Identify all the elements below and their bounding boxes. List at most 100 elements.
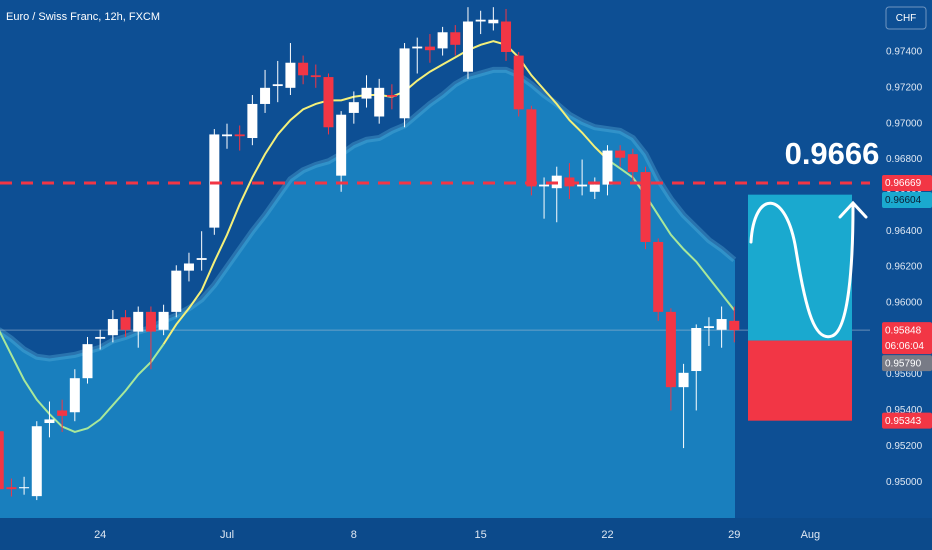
price-badge xyxy=(882,412,932,429)
candle-body xyxy=(602,150,613,185)
candle xyxy=(298,55,309,85)
candle-body xyxy=(348,102,359,113)
candle xyxy=(627,148,638,182)
candle xyxy=(615,145,626,167)
candle-body xyxy=(361,87,372,99)
candle xyxy=(145,306,156,370)
candle-body xyxy=(145,311,156,332)
area-edge xyxy=(0,66,737,362)
candle-body xyxy=(234,134,245,137)
price-badge xyxy=(882,192,932,209)
candle-body xyxy=(95,336,106,339)
candle-body xyxy=(399,48,410,119)
price-badge-label: 0.95343 xyxy=(885,416,922,427)
x-axis-panel xyxy=(0,518,932,550)
candle-body xyxy=(437,32,448,49)
candle xyxy=(285,43,296,95)
candle-body xyxy=(539,184,550,187)
candle xyxy=(19,476,30,495)
candle xyxy=(44,401,55,438)
candle xyxy=(399,43,410,128)
candle xyxy=(272,60,283,103)
candle-body xyxy=(450,32,461,45)
candle xyxy=(691,324,702,411)
candle-body xyxy=(577,184,588,187)
price-badge-label: 0.96669 xyxy=(885,178,922,189)
candle-body xyxy=(703,326,714,329)
candle-body xyxy=(424,46,435,51)
candle-body xyxy=(133,311,144,332)
candle-body xyxy=(107,319,118,336)
candle xyxy=(386,84,397,110)
candle xyxy=(95,329,106,350)
countdown-label: 06:06:04 xyxy=(885,341,924,352)
candle-body xyxy=(247,103,258,139)
y-tick-label: 0.96800 xyxy=(886,154,923,165)
candle xyxy=(196,231,207,271)
candle xyxy=(640,166,651,250)
y-tick-label: 0.95600 xyxy=(886,369,923,380)
candle-body xyxy=(627,154,638,173)
candle-body xyxy=(526,109,537,187)
candle-body xyxy=(272,84,283,87)
candle-body xyxy=(412,46,423,49)
candle-body xyxy=(501,21,512,52)
y-tick-label: 0.95400 xyxy=(886,405,923,416)
candle-body xyxy=(323,77,334,128)
candle xyxy=(0,431,4,490)
candle-body xyxy=(386,94,397,97)
candle xyxy=(374,78,385,124)
candle-body xyxy=(640,172,651,242)
candle xyxy=(437,26,448,56)
candle xyxy=(602,145,613,196)
candle xyxy=(234,125,245,151)
price-badge xyxy=(882,322,932,355)
x-tick-label: Aug xyxy=(801,529,821,541)
price-annotation: 0.9666 xyxy=(785,136,880,171)
candle xyxy=(260,69,271,113)
candle xyxy=(82,336,93,384)
candle-body xyxy=(462,21,473,72)
chart-title: Euro / Swiss Franc, 12h, FXCM xyxy=(6,11,160,23)
currency-button[interactable] xyxy=(885,6,927,30)
y-tick-label: 0.95200 xyxy=(886,441,923,452)
y-tick-label: 0.97200 xyxy=(886,82,923,93)
candle-body xyxy=(513,55,524,110)
price-badge-label: 0.96604 xyxy=(885,195,922,206)
candle-body xyxy=(31,426,42,497)
x-tick-label: 22 xyxy=(601,529,613,541)
candle xyxy=(158,304,169,336)
candle xyxy=(348,91,359,124)
currency-label[interactable]: CHF xyxy=(896,13,917,24)
x-tick-label: Jul xyxy=(220,529,234,541)
moving-average xyxy=(162,40,609,345)
candle xyxy=(412,37,423,74)
y-tick-label: 0.96000 xyxy=(886,298,923,309)
candle xyxy=(589,177,600,199)
candle-body xyxy=(6,487,17,490)
candle xyxy=(57,399,68,432)
candle xyxy=(703,317,714,346)
candle xyxy=(361,75,372,108)
forecast-arrowhead xyxy=(838,200,868,219)
candle xyxy=(183,252,194,282)
y-tick-label: 0.96200 xyxy=(886,262,923,273)
candle xyxy=(120,310,131,337)
candle xyxy=(716,306,727,348)
candle-body xyxy=(120,317,131,330)
candle-body xyxy=(183,263,194,271)
candle xyxy=(653,238,664,321)
candle-body xyxy=(82,344,93,379)
candle-body xyxy=(374,87,385,117)
candle xyxy=(323,73,334,135)
candle-body xyxy=(285,62,296,88)
candle-body xyxy=(19,487,30,489)
candle xyxy=(665,308,676,411)
candle xyxy=(247,94,258,146)
candle xyxy=(424,34,435,63)
candle-body xyxy=(69,378,80,413)
forecast-arrow xyxy=(749,201,855,339)
candle xyxy=(336,111,347,192)
candle xyxy=(526,105,537,196)
